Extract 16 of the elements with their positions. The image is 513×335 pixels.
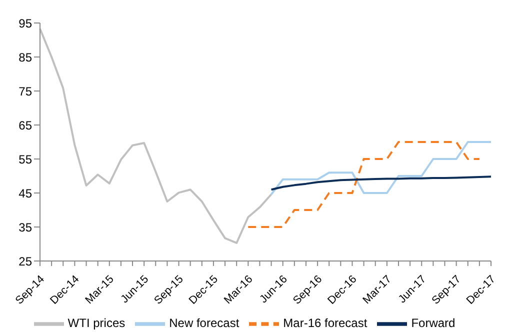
legend-label: Mar-16 forecast [283,316,368,330]
y-tick-label: 55 [18,152,32,166]
y-tick-label: 45 [18,186,32,200]
y-tick-label: 25 [18,254,32,268]
legend-label: WTI prices [68,316,126,330]
line-series [270,141,492,196]
line-series [39,28,272,244]
line-series [247,141,480,228]
y-tick-label: 65 [18,118,32,132]
y-tick-label: 95 [18,16,32,30]
legend-label: New forecast [169,316,240,330]
legend-label: Forward [411,316,456,330]
y-tick-label: 75 [18,84,32,98]
line-series [270,176,492,191]
y-tick-label: 85 [18,50,32,64]
y-tick-label: 35 [18,220,32,234]
